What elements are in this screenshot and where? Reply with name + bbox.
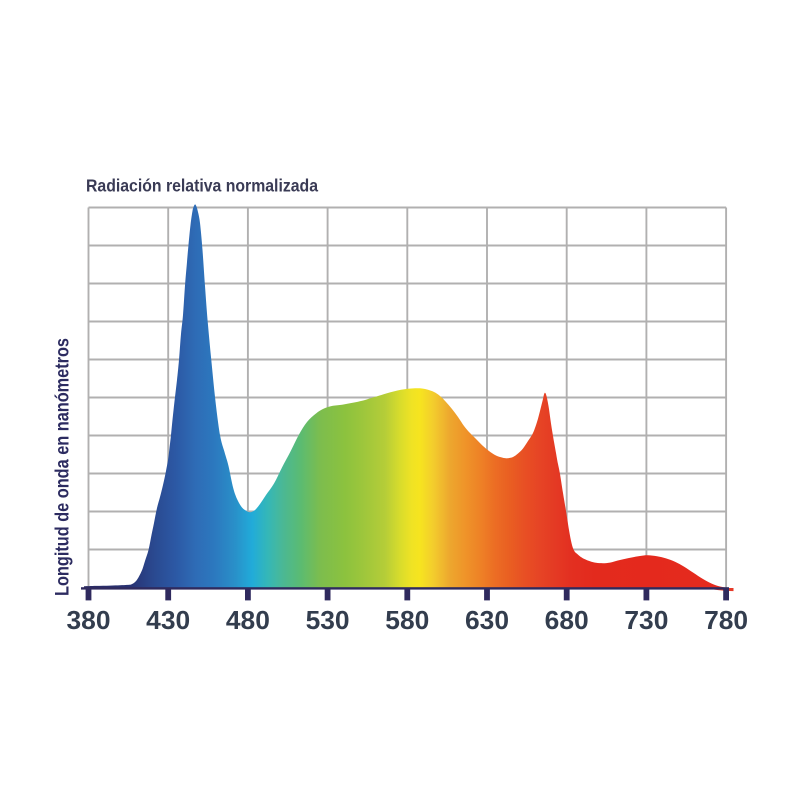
svg-text:630: 630 [465, 607, 509, 635]
svg-text:Longitud de onda en nanómetros: Longitud de onda en nanómetros [52, 338, 74, 596]
svg-text:730: 730 [624, 607, 668, 635]
svg-text:680: 680 [545, 607, 589, 635]
svg-text:580: 580 [385, 607, 429, 635]
svg-text:780: 780 [704, 607, 748, 635]
svg-text:480: 480 [226, 607, 270, 635]
svg-text:380: 380 [67, 607, 111, 635]
svg-text:430: 430 [146, 607, 190, 635]
svg-text:Radiación relativa normalizada: Radiación relativa normalizada [86, 176, 318, 196]
svg-text:530: 530 [306, 607, 350, 635]
